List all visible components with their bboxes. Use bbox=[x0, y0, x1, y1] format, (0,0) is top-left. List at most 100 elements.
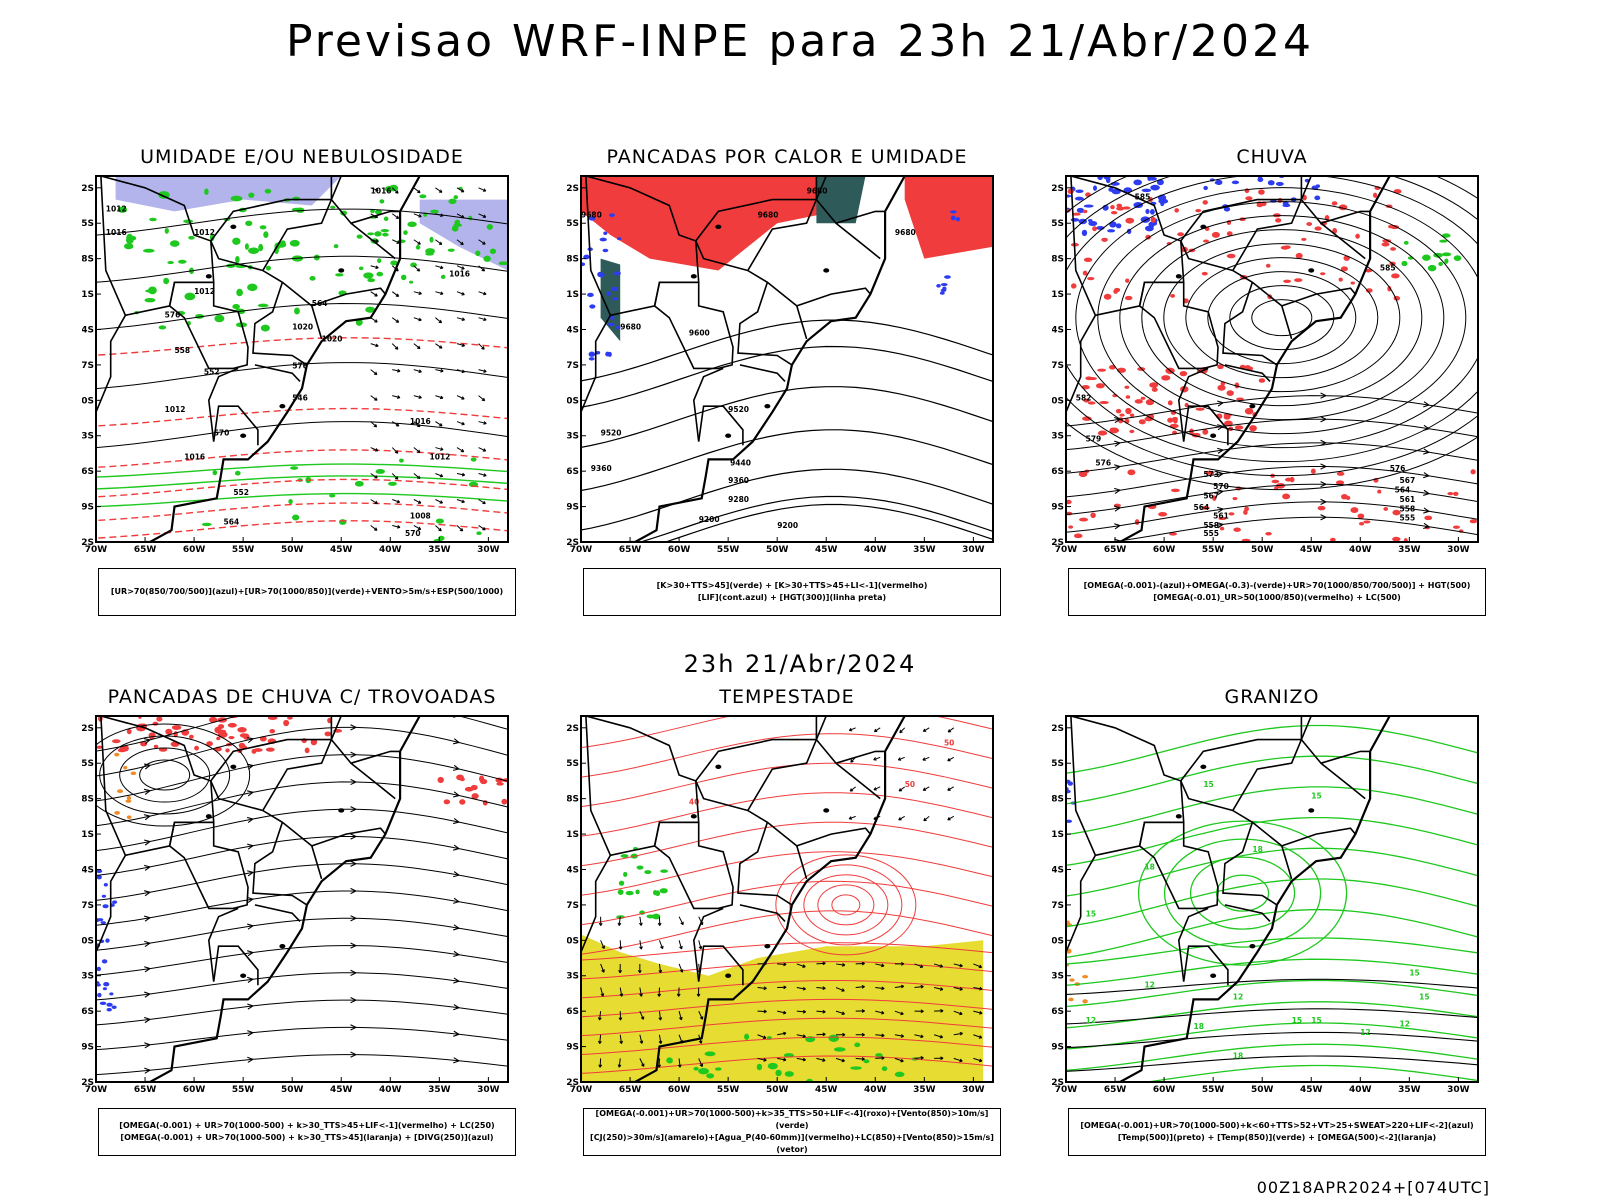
flow-arrowhead bbox=[1320, 498, 1327, 506]
lat-label: 18S bbox=[82, 795, 94, 805]
lake-shape bbox=[725, 433, 732, 438]
rain-red-area bbox=[1381, 242, 1390, 247]
humidity-low-blob bbox=[248, 247, 260, 254]
lat-label: 27S bbox=[82, 901, 94, 911]
thunderstorm-orange-area bbox=[116, 789, 124, 794]
water-vapour-contour bbox=[581, 821, 993, 867]
contour-label: 558 bbox=[174, 346, 190, 355]
border-line bbox=[1180, 716, 1303, 782]
lat-label: 24S bbox=[82, 865, 94, 875]
panel-trovoadas: PANCADAS DE CHUVA C/ TROVOADAS 12S 15S 18S… bbox=[82, 686, 562, 1156]
wind-green-area bbox=[693, 1066, 699, 1071]
caption-line-2: [OMEGA(-0.001) + UR>70(1000-500) + k>30_… bbox=[120, 1133, 494, 1142]
lon-label: 50W bbox=[1251, 545, 1274, 555]
water-vapour-contour bbox=[581, 851, 993, 896]
contour-label: 15 bbox=[1292, 1016, 1302, 1025]
flow-arrowhead bbox=[247, 1030, 254, 1037]
wind-green-area bbox=[783, 1053, 795, 1058]
lon-label: 50W bbox=[281, 1085, 304, 1095]
thunderstorm-red-area bbox=[228, 736, 235, 740]
humidity-low-blob bbox=[257, 303, 269, 308]
wind-green-area bbox=[659, 888, 668, 894]
omega-green-area bbox=[1403, 240, 1409, 245]
wind-vector bbox=[875, 1033, 885, 1038]
temp850-contour bbox=[1066, 979, 1478, 1008]
omega-orange-area bbox=[1082, 975, 1089, 979]
thunderstorm-red-area bbox=[238, 742, 246, 749]
wind-vector bbox=[619, 1034, 624, 1044]
lon-label: 70W bbox=[85, 1085, 108, 1095]
lat-label: 42S bbox=[567, 1078, 579, 1088]
wind-vector bbox=[678, 916, 684, 926]
pressure-contour bbox=[96, 362, 508, 390]
border-line bbox=[581, 314, 612, 476]
flow-arrowhead bbox=[144, 940, 151, 947]
height-contour bbox=[638, 495, 993, 542]
water-vapour-contour bbox=[581, 762, 993, 808]
wind-vector bbox=[370, 499, 378, 505]
temp850-contour bbox=[1066, 958, 1478, 986]
wind-vector bbox=[435, 265, 444, 270]
rain-red-area bbox=[1167, 417, 1174, 423]
wind-vector bbox=[391, 447, 399, 454]
wind-green-area bbox=[756, 1063, 763, 1071]
humidity-low-blob bbox=[367, 232, 375, 236]
border-line bbox=[96, 314, 127, 476]
contour-label: 555 bbox=[1203, 529, 1219, 538]
wind-vector bbox=[435, 395, 444, 400]
humidity-low-blob bbox=[244, 243, 249, 250]
wind-vector bbox=[456, 187, 465, 193]
rain-red-area bbox=[1113, 289, 1118, 294]
wind-vector bbox=[413, 187, 421, 194]
rain-red-area bbox=[1294, 278, 1303, 283]
humidity-low-blob bbox=[142, 248, 155, 253]
caption-line-1: [K>30+TTS>45](verde) + [K>30+TTS>45+LI<-… bbox=[656, 581, 928, 590]
thunderstorm-red-area bbox=[217, 731, 228, 738]
rain-red-area bbox=[1345, 495, 1351, 500]
lat-label: 24S bbox=[567, 865, 579, 875]
cyclone-contour bbox=[817, 884, 875, 926]
border-line bbox=[1066, 314, 1097, 476]
contour-label: 9280 bbox=[728, 495, 749, 504]
lat-label: 24S bbox=[1052, 325, 1064, 335]
lat-label: 33S bbox=[82, 972, 94, 982]
omega-blue-area bbox=[1123, 187, 1133, 193]
border-line bbox=[1070, 716, 1185, 857]
wind-vector bbox=[391, 187, 399, 194]
omega-green-area bbox=[1427, 264, 1437, 272]
contour-label: 9200 bbox=[777, 521, 798, 530]
temp500-contour bbox=[1066, 1031, 1478, 1049]
coastline bbox=[145, 716, 422, 1082]
divergence-blue-area bbox=[96, 983, 101, 987]
flow-arrowhead bbox=[144, 1067, 151, 1074]
coastline bbox=[1115, 716, 1392, 1082]
contour-label: 18 bbox=[1252, 845, 1262, 854]
rain-red-area bbox=[1177, 232, 1185, 237]
rain-red-area bbox=[1172, 416, 1178, 422]
flow-arrowhead bbox=[144, 1042, 151, 1049]
height-contour bbox=[1075, 187, 1478, 449]
rain-red-area bbox=[1447, 491, 1454, 496]
wind-vector bbox=[922, 727, 930, 732]
wind-vector bbox=[947, 786, 955, 791]
contour-label: 567 bbox=[1203, 491, 1219, 500]
thunderstorm-orange-area bbox=[126, 795, 132, 801]
wind-vector bbox=[478, 525, 486, 531]
border-line bbox=[1222, 822, 1278, 906]
contour-label: 12 bbox=[1400, 1020, 1410, 1029]
wind-vector bbox=[953, 1031, 963, 1036]
flow-arrowhead bbox=[350, 887, 357, 895]
contour-label: 15 bbox=[1409, 969, 1419, 978]
wind-vector bbox=[873, 727, 881, 733]
flow-arrowhead bbox=[1114, 440, 1121, 447]
rain-red-area bbox=[1083, 257, 1093, 262]
divergence-blue-area bbox=[111, 1005, 117, 1010]
flow-arrowhead bbox=[247, 1056, 254, 1063]
contour-label: 12 bbox=[1360, 1028, 1370, 1037]
humidity-low-blob bbox=[123, 243, 134, 250]
lat-label: 27S bbox=[1052, 901, 1064, 911]
lif-contour bbox=[587, 292, 594, 297]
rain-red-area bbox=[1134, 399, 1143, 404]
rain-red-area bbox=[1201, 271, 1208, 276]
rain-red-area bbox=[1234, 382, 1240, 389]
